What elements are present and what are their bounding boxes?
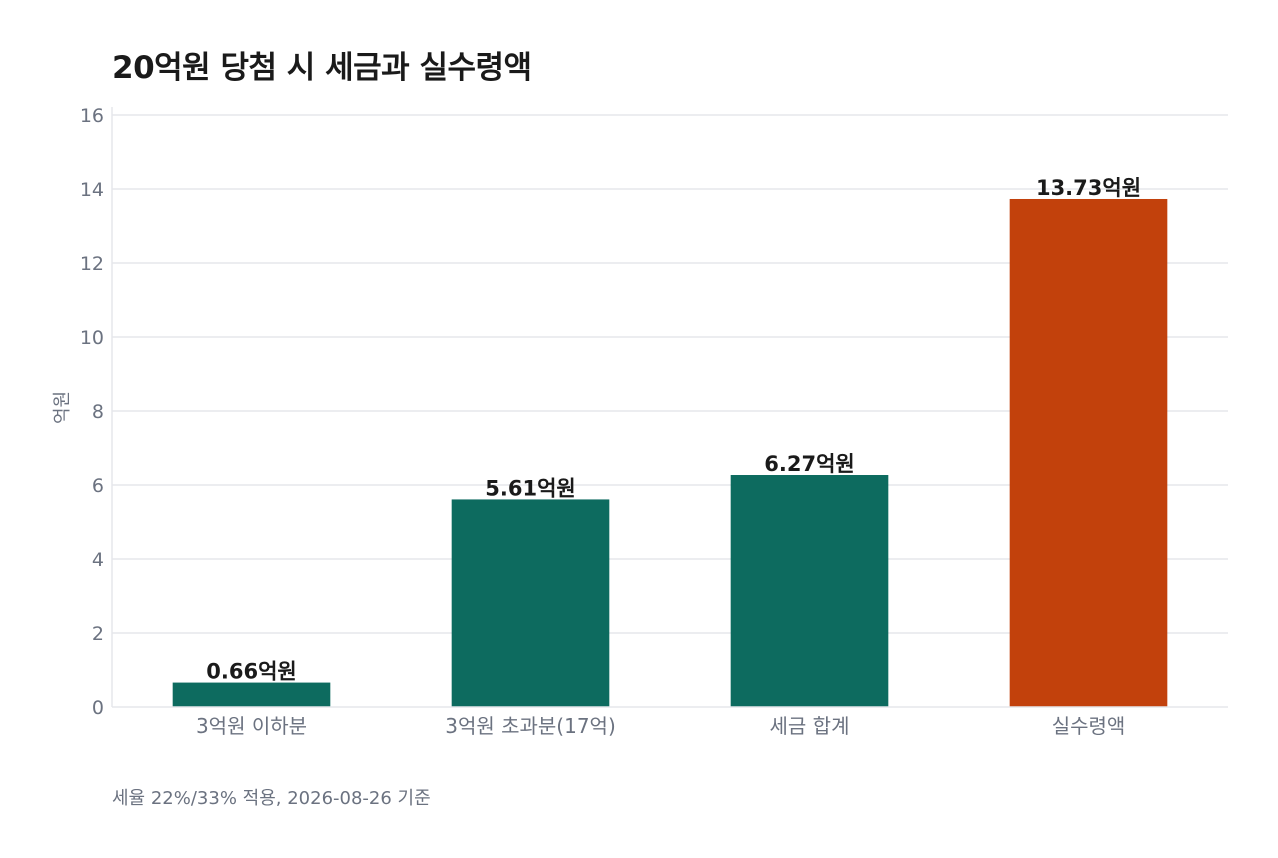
- y-tick-label: 2: [92, 623, 104, 645]
- x-tick-label: 실수령액: [1052, 714, 1126, 738]
- y-tick-label: 10: [80, 327, 104, 349]
- x-tick-label: 세금 합계: [770, 714, 850, 738]
- value-labels: 0.66억원 5.61억원 6.27억원 13.73억원: [206, 176, 1141, 684]
- y-tick-label: 0: [92, 697, 104, 719]
- y-tick-label: 6: [92, 475, 104, 497]
- y-axis-ticks: 0 2 4 6 8 10 12 14 16: [80, 105, 104, 719]
- bar-value-label: 13.73억원: [1036, 176, 1141, 200]
- x-tick-label: 3억원 초과분(17억): [445, 714, 616, 738]
- y-tick-label: 12: [80, 253, 104, 275]
- bar-value-label: 0.66억원: [206, 660, 296, 684]
- y-tick-label: 8: [92, 401, 104, 423]
- grid-lines: [112, 114, 1228, 634]
- x-tick-label: 3억원 이하분: [196, 714, 307, 738]
- footnote: 세율 22%/33% 적용, 2026-08-26 기준: [112, 788, 431, 809]
- y-tick-label: 16: [80, 105, 104, 127]
- y-tick-label: 4: [92, 549, 104, 571]
- bar-value-label: 5.61억원: [485, 476, 575, 500]
- x-axis-categories: 3억원 이하분 3억원 초과분(17억) 세금 합계 실수령액: [196, 714, 1125, 738]
- bar: [451, 499, 610, 707]
- y-tick-label: 14: [80, 179, 104, 201]
- bar: [1009, 198, 1168, 708]
- bar: [172, 682, 331, 707]
- bar: [730, 475, 889, 707]
- bars: [172, 198, 1168, 708]
- bar-value-label: 6.27억원: [764, 452, 854, 476]
- axes: [111, 107, 1228, 708]
- chart-title: 20억원 당첨 시 세금과 실수령액: [112, 50, 532, 86]
